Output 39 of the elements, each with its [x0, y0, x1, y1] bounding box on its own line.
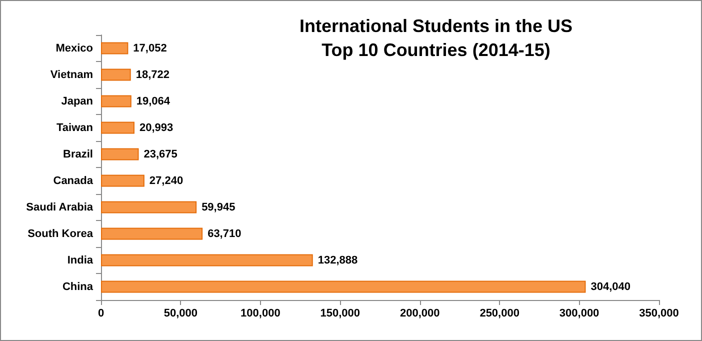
x-tick-label: 200,000 — [400, 308, 440, 320]
y-tick-label: Vietnam — [50, 68, 94, 81]
y-tick-label: Brazil — [63, 148, 93, 160]
data-label: 59,945 — [202, 201, 236, 214]
data-label: 27,240 — [149, 174, 184, 187]
data-label: 20,993 — [139, 122, 174, 134]
bar — [101, 95, 132, 108]
data-label: 18,722 — [136, 68, 170, 81]
chart-title: International Students in the US Top 10 Countries (2014-15) — [299, 16, 573, 60]
bar — [101, 148, 139, 160]
data-label: 19,064 — [136, 95, 171, 108]
y-tick-label: Mexico — [56, 42, 94, 54]
x-tick-label: 250,000 — [480, 308, 520, 320]
bar — [101, 280, 586, 293]
y-tick-label: Taiwan — [56, 122, 94, 134]
bar — [101, 122, 134, 134]
x-tick-label: 350,000 — [639, 308, 679, 320]
y-tick-label: Japan — [61, 95, 94, 108]
bar — [101, 201, 197, 214]
bar — [101, 68, 131, 81]
y-tick-label: South Korea — [28, 228, 94, 240]
bar — [101, 174, 144, 187]
data-label: 63,710 — [208, 228, 242, 240]
x-tick-label: 100,000 — [240, 308, 280, 320]
bar — [101, 228, 203, 240]
y-tick-label: Canada — [53, 174, 94, 187]
y-tick-label: Saudi Arabia — [26, 201, 94, 214]
data-label: 17,052 — [133, 42, 167, 54]
bar — [101, 42, 128, 54]
data-label: 23,675 — [144, 148, 178, 160]
data-label: 132,888 — [318, 254, 358, 266]
x-tick-label: 0 — [98, 308, 104, 320]
y-tick-label: China — [62, 280, 94, 293]
x-tick-label: 50,000 — [164, 308, 198, 320]
x-tick-label: 300,000 — [559, 308, 600, 320]
bar — [101, 254, 313, 266]
y-tick-label: India — [67, 254, 94, 266]
data-label: 304,040 — [590, 280, 630, 293]
x-tick-label: 150,000 — [320, 308, 360, 320]
